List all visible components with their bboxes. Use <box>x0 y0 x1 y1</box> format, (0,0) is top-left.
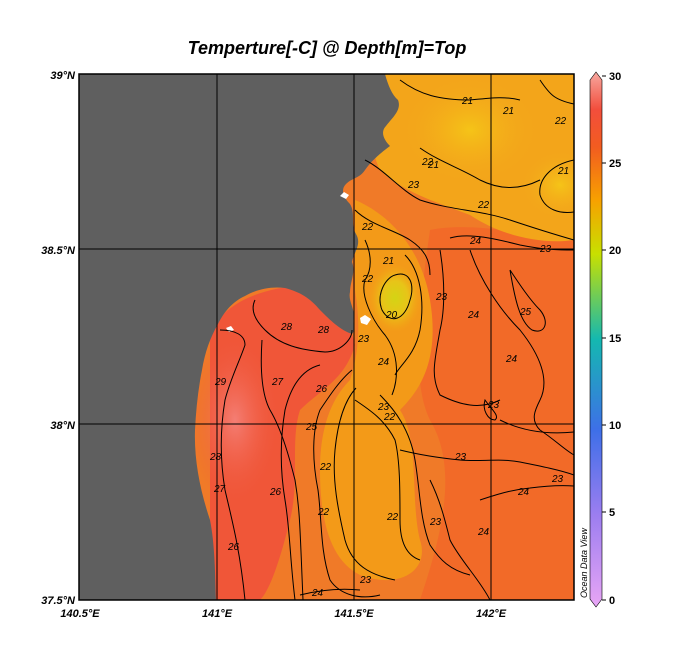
colorbar-tick-label: 15 <box>609 333 621 345</box>
graticule <box>79 74 574 600</box>
isotherm-label: 22 <box>386 512 399 523</box>
isotherm-label: 21 <box>502 106 514 117</box>
lat-tick-label: 38.5°N <box>41 245 76 257</box>
isotherm-label: 25 <box>305 422 318 433</box>
lon-tick-label: 142°E <box>476 608 507 620</box>
colorbar: 30 25 20 15 10 5 0 <box>589 71 621 608</box>
isotherm-label: 28 <box>280 322 293 333</box>
isotherm-label: 20 <box>385 310 398 321</box>
isotherm-label: 29 <box>214 377 227 388</box>
isotherm-lines <box>219 79 574 600</box>
colorbar-tick-label: 20 <box>609 245 621 257</box>
isotherm-label: 26 <box>227 542 240 553</box>
isotherm-label: 22 <box>554 116 567 127</box>
isotherm-label: 21 <box>461 96 473 107</box>
isotherm-label: 22 <box>317 507 330 518</box>
isotherm-label: 24 <box>505 354 518 365</box>
isotherm-label: 24 <box>517 487 530 498</box>
warm-offshore-zone <box>418 227 574 600</box>
coldest-patch <box>369 264 421 332</box>
isotherm-label: 22 <box>421 157 434 168</box>
colorbar-tick-label: 5 <box>609 507 615 519</box>
colorbar-tick-label: 10 <box>609 420 621 432</box>
colorbar-tick-label: 25 <box>609 158 621 170</box>
cool-patch-northeast <box>520 150 574 220</box>
isotherm-label: 24 <box>311 588 324 599</box>
isotherm-label: 22 <box>319 462 332 473</box>
colorbar-bar <box>589 71 603 608</box>
isotherm-label: 23 <box>357 334 370 345</box>
island-2 <box>360 315 371 325</box>
isotherm-label: 23 <box>435 292 448 303</box>
isotherm-labels: 21 21 22 21 22 22 23 22 24 23 21 22 21 2… <box>209 96 569 599</box>
isotherm-label: 23 <box>429 517 442 528</box>
isotherm-label: 23 <box>359 575 372 586</box>
lat-tick-label: 39°N <box>50 70 76 82</box>
isotherm-label: 22 <box>383 412 396 423</box>
map-area: 21 21 22 21 22 22 23 22 24 23 21 22 21 2… <box>79 74 574 600</box>
lon-tick-label: 140.5°E <box>60 608 100 620</box>
isotherm-label: 23 <box>407 180 420 191</box>
isotherm-label: 21 <box>382 256 394 267</box>
map-frame <box>78 73 575 601</box>
isotherm-label: 23 <box>454 452 467 463</box>
isotherm-label: 24 <box>469 236 482 247</box>
isotherm-label: 21 <box>557 166 569 177</box>
isotherm-label: 22 <box>361 222 374 233</box>
colorbar-tick-label: 30 <box>609 71 621 83</box>
isotherm-label: 26 <box>315 384 328 395</box>
lon-tick-label: 141.5°E <box>334 608 374 620</box>
longitude-axis: 140.5°E 141°E 141.5°E 142°E <box>60 608 506 620</box>
isotherm-label: 23 <box>487 400 500 411</box>
isotherm-label: 28 <box>317 325 330 336</box>
isotherm-label: 23 <box>377 402 390 413</box>
colorbar-tick-label: 0 <box>609 595 615 607</box>
lon-tick-label: 141°E <box>202 608 233 620</box>
isotherm-label: 26 <box>269 487 282 498</box>
isotherm-label: 25 <box>519 307 532 318</box>
map-title: Temperture[-C] @ Depth[m]=Top <box>188 38 467 58</box>
isotherm-label: 21 <box>427 160 439 171</box>
island-1 <box>340 192 349 199</box>
isotherm-label: 24 <box>477 527 490 538</box>
isotherm-label: 27 <box>213 484 226 495</box>
isotherm-label: 24 <box>377 357 390 368</box>
isotherm-label: 22 <box>361 274 374 285</box>
isotherm-label: 27 <box>271 377 284 388</box>
isotherm-label: 23 <box>551 474 564 485</box>
colorbar-ticks <box>602 75 606 601</box>
land-mass <box>79 74 399 600</box>
isotherm-label: 22 <box>477 200 490 211</box>
warmest-patch <box>190 335 280 505</box>
isotherm-label: 24 <box>467 310 480 321</box>
latitude-axis: 39°N 38.5°N 38°N 37.5°N <box>41 70 76 607</box>
isotherm-label: 28 <box>209 452 222 463</box>
lat-tick-label: 38°N <box>50 420 76 432</box>
lat-tick-label: 37.5°N <box>41 595 76 607</box>
odv-watermark: Ocean Data View <box>579 528 589 598</box>
cool-patch-north <box>400 75 540 185</box>
